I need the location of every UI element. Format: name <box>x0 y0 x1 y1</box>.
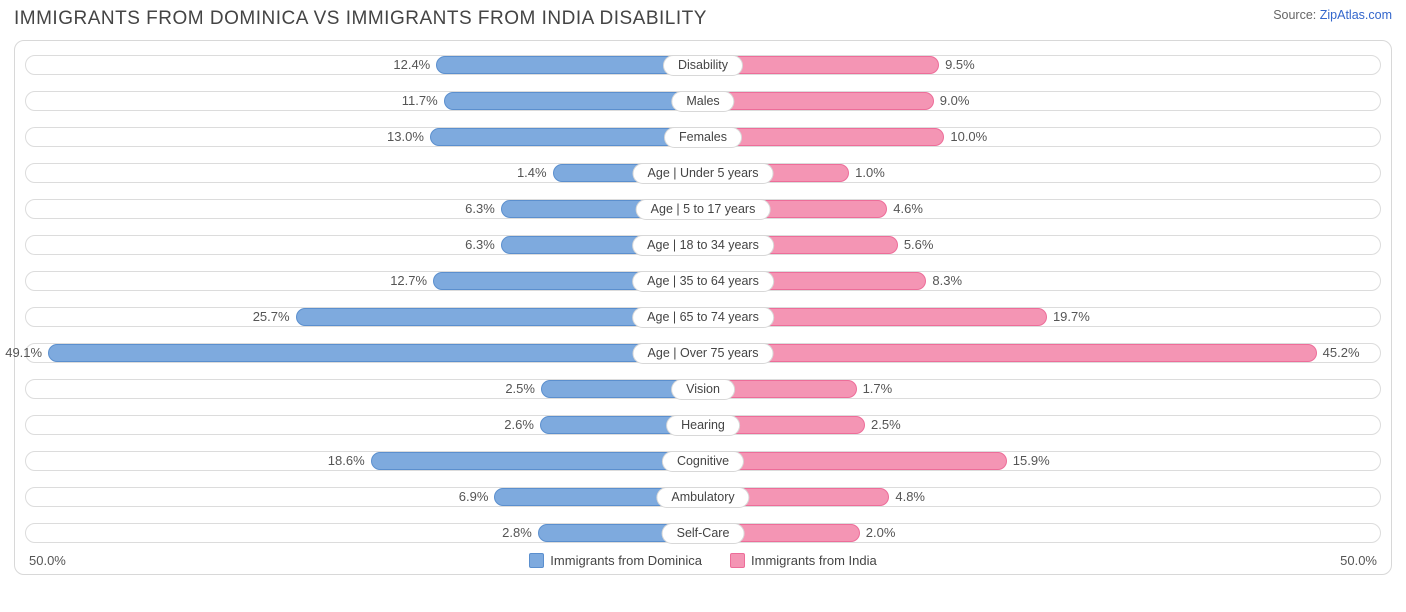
pct-left: 12.4% <box>393 56 430 74</box>
pct-right: 9.0% <box>940 92 970 110</box>
chart-row: 2.5% 1.7% Vision <box>25 375 1381 403</box>
pct-left: 2.5% <box>505 380 535 398</box>
pct-right: 9.5% <box>945 56 975 74</box>
rows-container: 12.4% 9.5% Disability 11.7% 9.0% Males 13.0% 10… <box>19 51 1387 547</box>
pct-right: 10.0% <box>950 128 987 146</box>
source-label: Source: ZipAtlas.com <box>1273 8 1392 22</box>
category-label: Self-Care <box>662 523 745 544</box>
pct-left: 12.7% <box>390 272 427 290</box>
category-label: Females <box>664 127 742 148</box>
pct-right: 1.0% <box>855 164 885 182</box>
pct-left: 2.8% <box>502 524 532 542</box>
bar-left <box>430 128 703 146</box>
pct-left: 13.0% <box>387 128 424 146</box>
category-label: Age | Over 75 years <box>633 343 774 364</box>
chart-title: IMMIGRANTS FROM DOMINICA VS IMMIGRANTS F… <box>14 8 707 30</box>
pct-left: 6.9% <box>459 488 489 506</box>
tornado-chart: 12.4% 9.5% Disability 11.7% 9.0% Males 13.0% 10… <box>14 40 1392 575</box>
axis-right-max: 50.0% <box>1340 553 1377 568</box>
chart-row: 6.3% 4.6% Age | 5 to 17 years <box>25 195 1381 223</box>
chart-row: 6.3% 5.6% Age | 18 to 34 years <box>25 231 1381 259</box>
chart-row: 18.6% 15.9% Cognitive <box>25 447 1381 475</box>
chart-row: 11.7% 9.0% Males <box>25 87 1381 115</box>
pct-left: 1.4% <box>517 164 547 182</box>
pct-left: 11.7% <box>402 92 438 110</box>
legend: Immigrants from Dominica Immigrants from… <box>529 553 876 568</box>
axis-left-max: 50.0% <box>29 553 66 568</box>
bar-right <box>703 452 1007 470</box>
legend-label-right: Immigrants from India <box>751 553 877 568</box>
pct-left: 6.3% <box>465 236 495 254</box>
chart-row: 13.0% 10.0% Females <box>25 123 1381 151</box>
pct-right: 2.5% <box>871 416 901 434</box>
bar-left <box>371 452 703 470</box>
category-label: Age | 5 to 17 years <box>636 199 771 220</box>
bar-right <box>703 344 1317 362</box>
pct-right: 2.0% <box>866 524 896 542</box>
pct-right: 19.7% <box>1053 308 1090 326</box>
chart-row: 2.6% 2.5% Hearing <box>25 411 1381 439</box>
pct-left: 2.6% <box>504 416 534 434</box>
chart-row: 2.8% 2.0% Self-Care <box>25 519 1381 547</box>
header-row: IMMIGRANTS FROM DOMINICA VS IMMIGRANTS F… <box>14 8 1392 30</box>
chart-row: 12.7% 8.3% Age | 35 to 64 years <box>25 267 1381 295</box>
pct-right: 4.8% <box>895 488 925 506</box>
pct-right: 4.6% <box>893 200 923 218</box>
chart-row: 12.4% 9.5% Disability <box>25 51 1381 79</box>
category-label: Age | Under 5 years <box>633 163 774 184</box>
chart-footer: 50.0% Immigrants from Dominica Immigrant… <box>19 551 1387 568</box>
pct-right: 15.9% <box>1013 452 1050 470</box>
bar-left <box>48 344 703 362</box>
legend-swatch-right <box>730 553 745 568</box>
pct-left: 49.1% <box>5 344 42 362</box>
bar-right <box>703 92 934 110</box>
chart-row: 49.1%45.2%Age | Over 75 years <box>25 339 1381 367</box>
chart-row: 25.7% 19.7% Age | 65 to 74 years <box>25 303 1381 331</box>
pct-right: 45.2% <box>1323 344 1360 362</box>
pct-right: 1.7% <box>863 380 893 398</box>
category-label: Ambulatory <box>656 487 749 508</box>
pct-right: 5.6% <box>904 236 934 254</box>
category-label: Males <box>671 91 734 112</box>
pct-left: 18.6% <box>328 452 365 470</box>
bar-left <box>444 92 703 110</box>
legend-item-right: Immigrants from India <box>730 553 877 568</box>
pct-left: 25.7% <box>253 308 290 326</box>
chart-row: 1.4% 1.0% Age | Under 5 years <box>25 159 1381 187</box>
source-prefix: Source: <box>1273 8 1320 22</box>
chart-row: 6.9% 4.8% Ambulatory <box>25 483 1381 511</box>
legend-item-left: Immigrants from Dominica <box>529 553 702 568</box>
category-label: Disability <box>663 55 743 76</box>
source-link[interactable]: ZipAtlas.com <box>1320 8 1392 22</box>
category-label: Cognitive <box>662 451 744 472</box>
category-label: Age | 65 to 74 years <box>632 307 774 328</box>
pct-left: 6.3% <box>465 200 495 218</box>
category-label: Vision <box>671 379 735 400</box>
legend-swatch-left <box>529 553 544 568</box>
category-label: Hearing <box>666 415 740 436</box>
category-label: Age | 18 to 34 years <box>632 235 774 256</box>
pct-right: 8.3% <box>932 272 962 290</box>
legend-label-left: Immigrants from Dominica <box>550 553 702 568</box>
category-label: Age | 35 to 64 years <box>632 271 774 292</box>
